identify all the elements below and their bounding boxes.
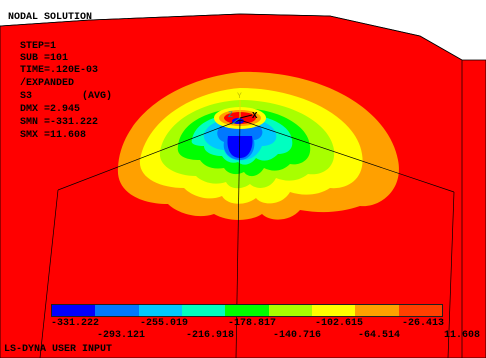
legend-swatch-5	[225, 305, 269, 316]
smx-label: SMX =11.608	[20, 130, 87, 141]
legend-swatch-9	[398, 305, 442, 316]
legend-swatch-3	[138, 305, 182, 316]
triad-z-label: Z	[228, 111, 233, 120]
legend-swatch-1	[52, 305, 96, 316]
substep-label: SUB =101	[20, 53, 69, 64]
legend-swatch-6	[268, 305, 312, 316]
smn-label: SMN =-331.222	[20, 117, 99, 128]
contour-band-blue	[227, 136, 253, 158]
legend-swatch-4	[181, 305, 226, 316]
legend-label-3: -255.019	[140, 318, 189, 329]
contour-legend-bar	[51, 304, 443, 317]
legend-label-4: -216.918	[186, 330, 235, 341]
legend-label-10: 11.608	[444, 330, 481, 341]
expanded-label: /EXPANDED	[20, 78, 75, 89]
mesh-lines	[0, 13, 463, 358]
triad-x-label: X	[252, 111, 258, 121]
legend-label-5: -178.817	[228, 318, 277, 329]
component-label: S3	[20, 91, 33, 102]
legend-label-6: -140.716	[273, 330, 322, 341]
legend-label-2: -293.121	[97, 330, 146, 341]
step-label: STEP=1	[20, 41, 57, 52]
axis-triad	[231, 100, 253, 125]
legend-swatch-2	[95, 305, 139, 316]
plot-title: NODAL SOLUTION	[8, 12, 93, 23]
dmx-label: DMX =2.945	[20, 104, 81, 115]
time-label: TIME=.120E-03	[20, 65, 99, 76]
legend-swatch-7	[311, 305, 356, 316]
legend-label-1: -331.222	[51, 318, 100, 329]
legend-label-8: -64.514	[358, 330, 401, 341]
footer-label: LS-DYNA USER INPUT	[4, 344, 113, 355]
legend-label-7: -102.615	[315, 318, 364, 329]
legend-swatch-8	[355, 305, 399, 316]
triad-y-label: Y	[237, 92, 242, 101]
legend-label-9: -26.413	[402, 318, 445, 329]
avg-label: (AVG)	[82, 91, 113, 102]
